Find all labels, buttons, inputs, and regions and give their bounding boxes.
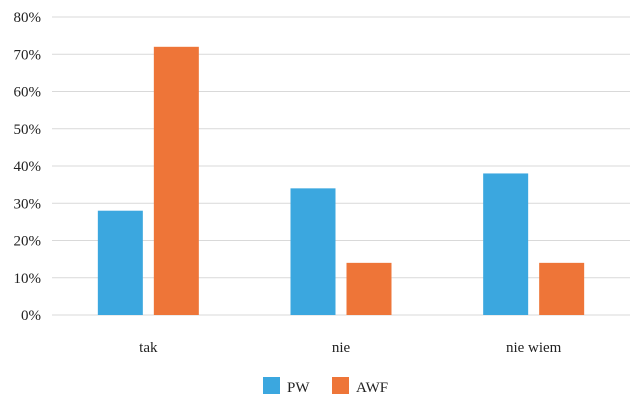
x-category-label: tak <box>139 340 158 356</box>
y-tick-label: 60% <box>14 85 42 101</box>
y-tick-label: 20% <box>14 234 42 250</box>
bars <box>97 46 585 316</box>
legend-swatch-pw <box>263 377 280 394</box>
y-tick-label: 70% <box>14 47 42 63</box>
bar-awf-nie-wiem <box>539 262 585 315</box>
legend-swatch-awf <box>332 377 349 394</box>
y-tick-label: 50% <box>14 122 42 138</box>
y-axis-tick-labels: 0% 10% 20% 30% 40% 50% 60% 70% 80% <box>14 10 42 324</box>
y-tick-label: 40% <box>14 159 42 175</box>
legend-label-awf: AWF <box>356 380 388 396</box>
bar-awf-tak <box>153 46 199 316</box>
y-tick-label: 80% <box>14 10 42 26</box>
y-tick-label: 10% <box>14 271 42 287</box>
x-category-label: nie wiem <box>506 340 562 356</box>
x-axis-category-labels: tak nie nie wiem <box>139 340 562 356</box>
gridlines <box>52 16 630 316</box>
legend-label-pw: PW <box>287 380 310 396</box>
y-tick-label: 0% <box>21 308 41 324</box>
legend: PW AWF <box>263 377 388 396</box>
bar-pw-nie-wiem <box>483 173 529 315</box>
bar-awf-nie <box>346 262 392 315</box>
x-category-label: nie <box>332 340 351 356</box>
bar-pw-nie <box>290 188 336 315</box>
y-tick-label: 30% <box>14 196 42 212</box>
bar-pw-tak <box>97 210 143 315</box>
